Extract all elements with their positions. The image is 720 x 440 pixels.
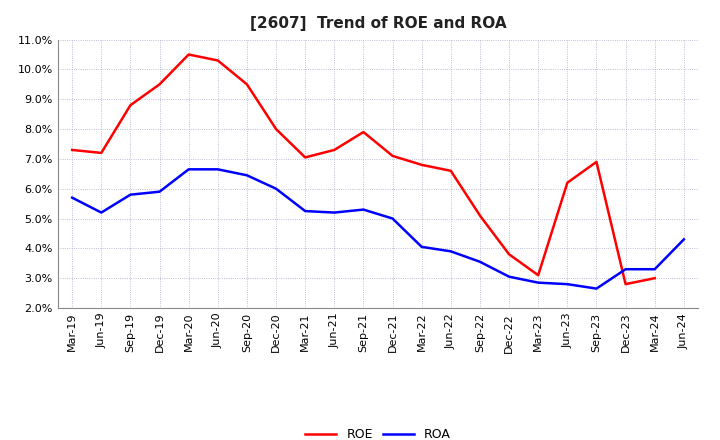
- ROA: [126, 192, 135, 197]
- ROA: [446, 249, 455, 254]
- ROE: [301, 155, 310, 160]
- Legend: ROE, ROA: ROE, ROA: [305, 428, 451, 440]
- ROA: [592, 286, 600, 291]
- ROE: [359, 129, 368, 135]
- ROA: [359, 207, 368, 212]
- ROA: [476, 259, 485, 264]
- ROA: [418, 244, 426, 249]
- ROA: [271, 186, 280, 191]
- ROE: [563, 180, 572, 185]
- ROE: [97, 150, 106, 156]
- ROE: [621, 282, 630, 287]
- ROE: [68, 147, 76, 153]
- ROE: [271, 126, 280, 132]
- ROA: [621, 267, 630, 272]
- ROE: [505, 252, 513, 257]
- ROE: [650, 275, 659, 281]
- Line: ROA: ROA: [72, 169, 684, 289]
- ROE: [243, 82, 251, 87]
- Line: ROE: ROE: [72, 55, 654, 284]
- ROA: [388, 216, 397, 221]
- ROE: [126, 103, 135, 108]
- ROA: [68, 195, 76, 200]
- ROA: [650, 267, 659, 272]
- ROA: [184, 167, 193, 172]
- ROE: [156, 82, 164, 87]
- ROE: [330, 147, 338, 153]
- ROE: [534, 272, 543, 278]
- ROE: [476, 213, 485, 218]
- ROE: [184, 52, 193, 57]
- ROA: [534, 280, 543, 285]
- ROA: [156, 189, 164, 194]
- ROA: [505, 274, 513, 279]
- ROE: [388, 153, 397, 158]
- ROE: [446, 168, 455, 173]
- ROE: [213, 58, 222, 63]
- ROE: [592, 159, 600, 165]
- Title: [2607]  Trend of ROE and ROA: [2607] Trend of ROE and ROA: [250, 16, 506, 32]
- ROA: [330, 210, 338, 215]
- ROA: [243, 172, 251, 178]
- ROA: [97, 210, 106, 215]
- ROA: [213, 167, 222, 172]
- ROA: [563, 282, 572, 287]
- ROE: [418, 162, 426, 168]
- ROA: [301, 209, 310, 214]
- ROA: [680, 237, 688, 242]
